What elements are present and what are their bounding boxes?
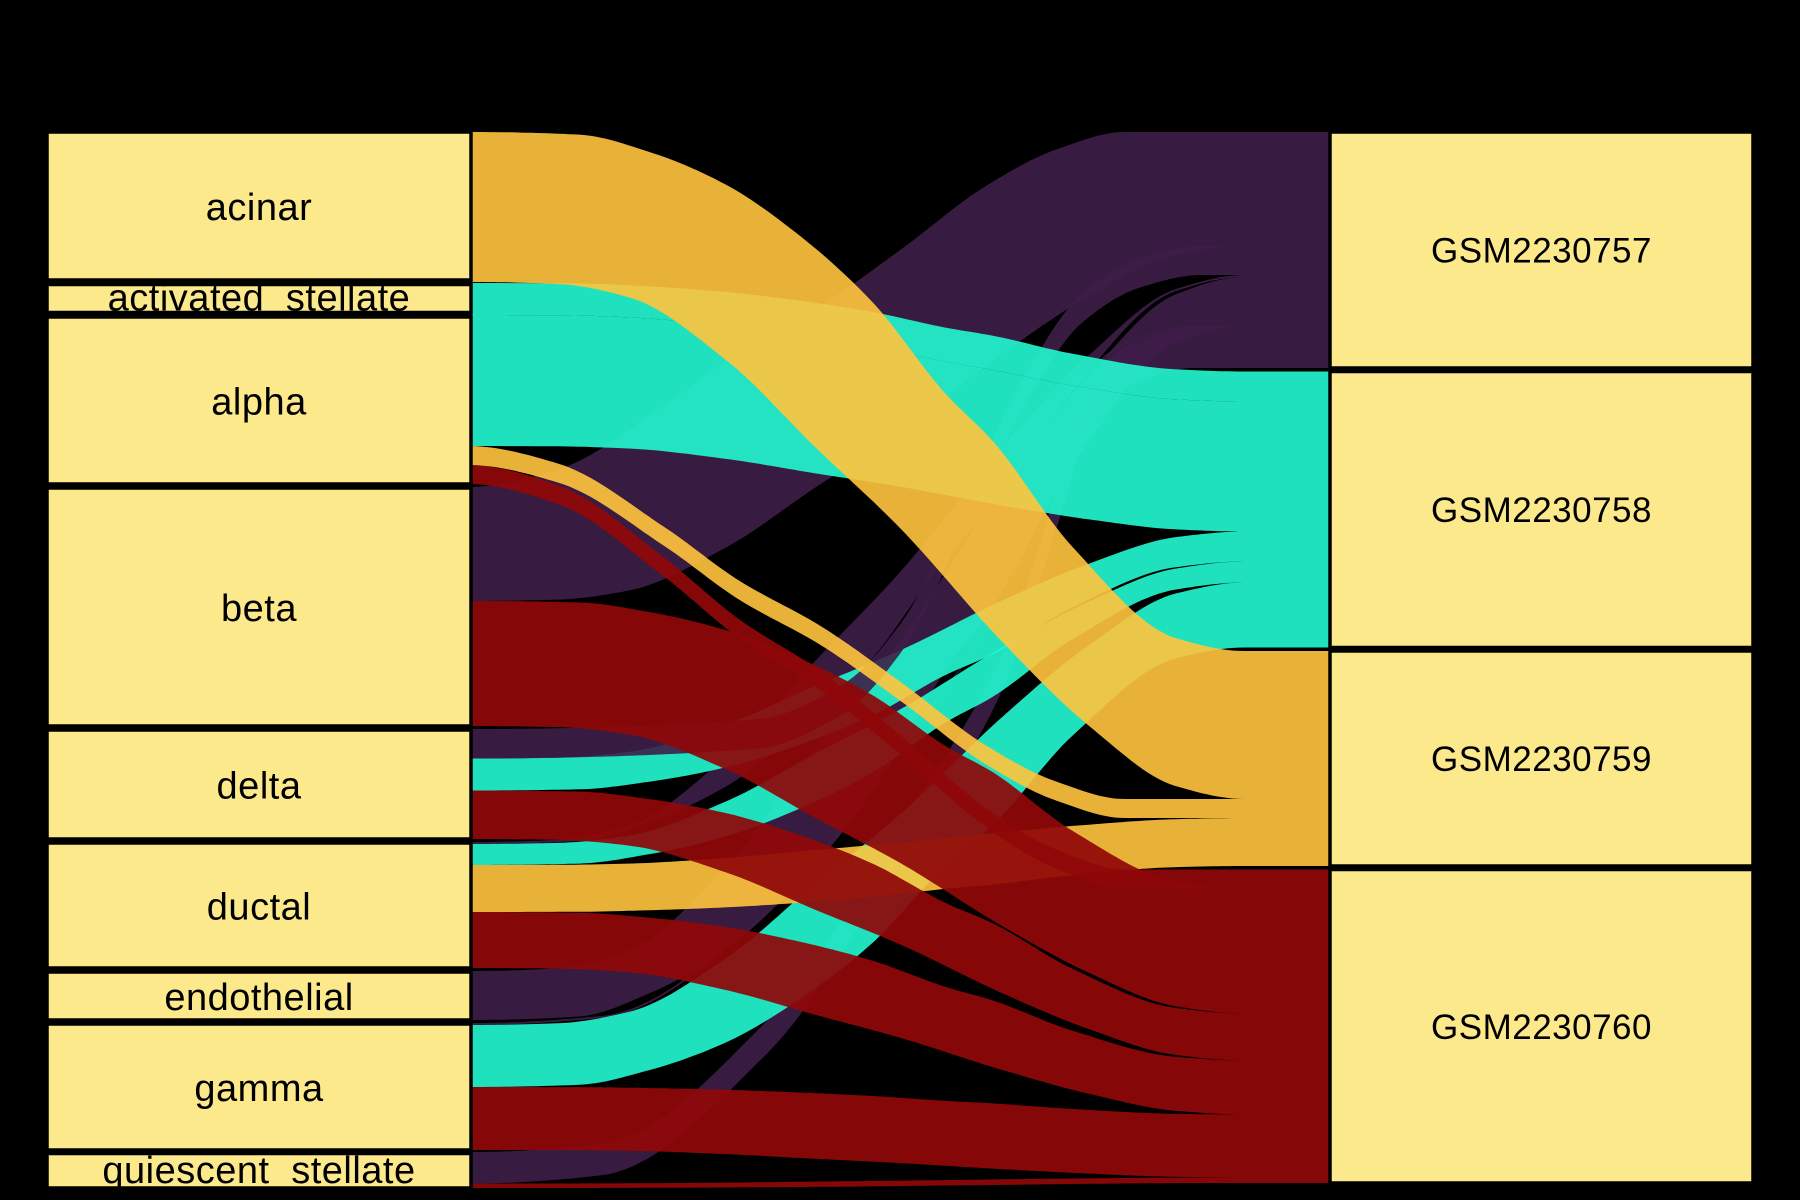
svg-text:alpha: alpha (211, 382, 307, 424)
svg-text:acinar: acinar (206, 187, 313, 229)
svg-text:endothelial: endothelial (164, 977, 353, 1019)
svg-text:beta: beta (221, 588, 297, 630)
svg-text:GSM2230757: GSM2230757 (1431, 232, 1652, 271)
svg-text:gamma: gamma (194, 1068, 324, 1110)
svg-text:ductal: ductal (207, 887, 311, 929)
svg-text:GSM2230759: GSM2230759 (1431, 740, 1652, 779)
svg-text:quiescent_stellate: quiescent_stellate (102, 1150, 415, 1192)
svg-text:GSM2230760: GSM2230760 (1431, 1008, 1652, 1047)
svg-text:GSM2230758: GSM2230758 (1431, 491, 1652, 530)
svg-text:activated_stellate: activated_stellate (108, 278, 411, 320)
svg-text:delta: delta (217, 766, 302, 808)
